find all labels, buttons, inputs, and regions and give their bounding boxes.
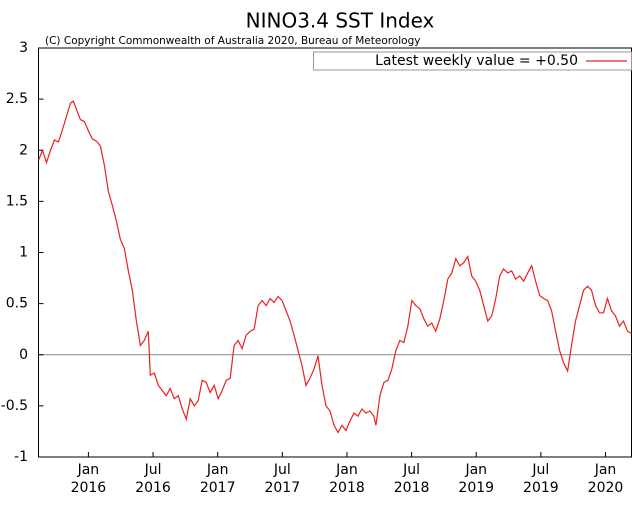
x-tick-label: Jan 2016: [70, 462, 107, 496]
x-tick-label: Jan 2019: [458, 462, 495, 496]
y-tick-label: 2: [19, 142, 28, 158]
x-tick-label: Jan 2018: [329, 462, 365, 496]
y-tick-label: 1.5: [6, 193, 28, 209]
data-line: [37, 100, 632, 434]
y-tick-label: -0.5: [1, 398, 28, 414]
y-tick-label: 1: [19, 245, 28, 261]
y-tick-label: 3: [19, 40, 28, 56]
x-tick-label: Jul 2016: [135, 462, 171, 496]
y-tick-label: 2.5: [6, 91, 28, 107]
x-tick-label: Jul 2018: [393, 462, 430, 496]
x-tick-label: Jan 2020: [587, 462, 624, 496]
legend-label: Latest weekly value = +0.50: [375, 53, 578, 69]
x-tick-label: Jul 2017: [264, 462, 301, 496]
plot-frame: [38, 47, 632, 458]
y-tick-label: 0: [19, 347, 28, 363]
x-tick-label: Jul 2019: [523, 462, 559, 496]
x-tick-label: Jan 2017: [199, 462, 236, 496]
chart-title: NINO3.4 SST Index: [246, 9, 435, 33]
chart-subtitle: (C) Copyright Commonwealth of Australia …: [45, 35, 420, 47]
y-tick-label: -1: [14, 449, 28, 465]
y-tick-label: 0.5: [6, 296, 28, 312]
